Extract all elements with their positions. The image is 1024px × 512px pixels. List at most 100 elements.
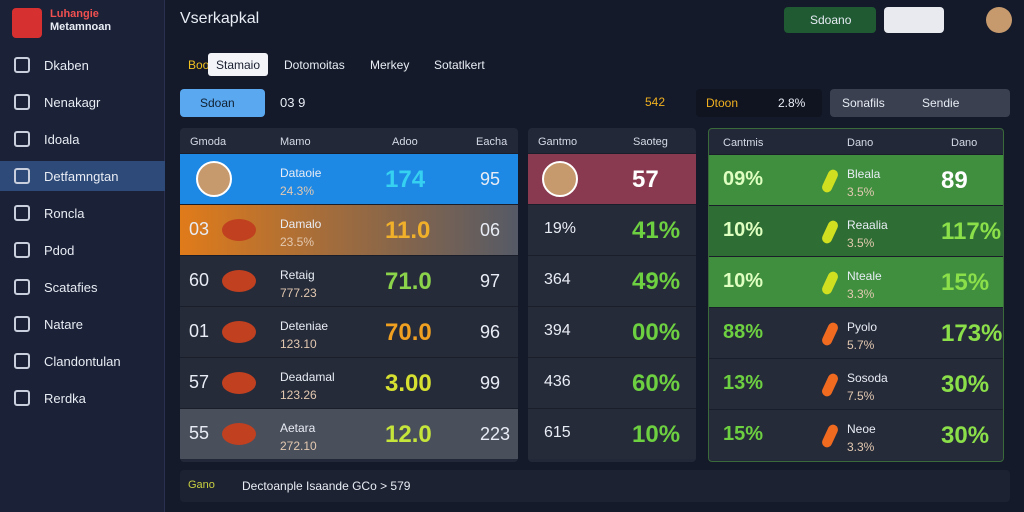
nav-item[interactable]: Dkaben	[0, 50, 165, 80]
value: 223	[480, 424, 511, 444]
nav-item[interactable]: Clandontulan	[0, 346, 165, 376]
tab[interactable]: Stamaio	[208, 53, 269, 76]
table-row[interactable]: 57	[528, 153, 696, 204]
nav-label: Scatafies	[44, 280, 98, 295]
nav-item[interactable]: Natare	[0, 309, 165, 339]
tab[interactable]: Sotatlkert	[434, 58, 485, 72]
table-row[interactable]: 364 49%	[528, 255, 696, 306]
tab[interactable]: Merkey	[370, 58, 410, 72]
nav-icon	[14, 168, 30, 184]
table-row[interactable]: 09% Bleala 3.5% 89	[709, 154, 1003, 205]
logo-line: Metamnoan	[50, 21, 112, 33]
rank: 57	[189, 372, 210, 392]
name: Deadamal	[280, 370, 335, 384]
nav-label: Idoala	[44, 132, 80, 147]
table-row[interactable]: 88% Pyolo 5.7% 173%	[709, 307, 1003, 358]
score: 71.0	[385, 268, 432, 295]
name: Damalo	[280, 217, 322, 231]
table-row[interactable]: 394 00%	[528, 306, 696, 357]
nav-icon	[14, 242, 30, 258]
column-header: Dano	[847, 137, 874, 149]
table-row[interactable]: 436 60%	[528, 357, 696, 408]
name: Dataoie	[280, 166, 322, 180]
score: 11.0	[385, 217, 431, 244]
sub-value: 24.3%	[280, 184, 315, 198]
nav-icon	[14, 205, 30, 221]
avatar[interactable]	[986, 7, 1012, 33]
column-header: Gmoda	[190, 136, 227, 148]
table-row[interactable]: 13% Sosoda 7.5% 30%	[709, 358, 1003, 409]
sidebar: Luhangie Metamnoan Dkaben Nenakagr Idoala D…	[0, 0, 165, 512]
column-header: Mamo	[280, 136, 311, 148]
percent: 88%	[723, 321, 764, 343]
nav-icon	[14, 94, 30, 110]
code: 542	[645, 95, 666, 109]
percent: 13%	[723, 372, 764, 394]
value: 15%	[941, 269, 990, 296]
nav-item[interactable]: Roncla	[0, 198, 165, 228]
score: 174	[385, 166, 426, 193]
table-row[interactable]: 10% Reaalia 3.5% 117%	[709, 205, 1003, 256]
nav-item[interactable]: Pdod	[0, 235, 165, 265]
odds-icon	[820, 219, 840, 245]
score: 70.0	[385, 319, 432, 346]
tab[interactable]: Boo	[188, 58, 210, 72]
team-badge	[222, 219, 256, 241]
profile-chip[interactable]	[884, 7, 944, 33]
nav-item[interactable]: Nenakagr	[0, 87, 165, 117]
toolbar-button[interactable]: Sdoan	[180, 89, 265, 117]
table-row[interactable]: 60 Retaig 777.23 71.0 97	[180, 255, 518, 306]
odds-icon	[820, 321, 840, 347]
nav-icon	[14, 390, 30, 406]
sub-value: 3.5%	[847, 236, 875, 250]
table-row[interactable]: Dataoie 24.3% 174 95	[180, 153, 518, 204]
table-row[interactable]: 01 Deteniae 123.10 70.0 96	[180, 306, 518, 357]
column-header: Saoteg	[633, 136, 668, 148]
sub-value: 272.10	[280, 439, 317, 453]
percent: 10%	[723, 270, 764, 292]
tab[interactable]: Dotomoitas	[284, 58, 345, 72]
sub-value: 3.5%	[847, 185, 875, 199]
nav-item[interactable]: Rerdka	[0, 383, 165, 413]
filter-label: Sonafils	[842, 96, 885, 110]
nav-label: Pdod	[44, 243, 75, 258]
nav-icon	[14, 279, 30, 295]
nav-item[interactable]: Idoala	[0, 124, 165, 154]
sub-value: 3.3%	[847, 440, 875, 454]
nav-item[interactable]: Detfamngtan	[0, 161, 165, 191]
name: Neoe	[847, 422, 876, 436]
percent: 41%	[632, 217, 681, 244]
nav-label: Nenakagr	[44, 95, 101, 110]
value: 117%	[941, 218, 1002, 245]
name: Reaalia	[847, 218, 888, 232]
table-row[interactable]: 15% Neoe 3.3% 30%	[709, 409, 1003, 460]
odds-icon	[820, 168, 840, 194]
percent: 60%	[632, 370, 681, 397]
table-row[interactable]: 19% 41%	[528, 204, 696, 255]
nav-icon	[14, 316, 30, 332]
odds-icon	[820, 372, 840, 398]
rank: 01	[189, 321, 210, 341]
value: 95	[480, 169, 501, 189]
logo-icon	[12, 8, 42, 38]
table-row[interactable]: 03 Damalo 23.5% 11.0 06	[180, 204, 518, 255]
nav-label: Clandontulan	[44, 354, 121, 369]
stats-panel: Gantmo Saoteg 57 19% 41% 364 49% 394 00% 436 60% 61…	[528, 128, 696, 462]
percent: 09%	[723, 168, 764, 190]
nav-item[interactable]: Scatafies	[0, 272, 165, 302]
footer-text: Dectoanple Isaande GCo > 579	[242, 479, 411, 493]
sub-value: 7.5%	[847, 389, 875, 403]
metric: 394	[544, 322, 571, 339]
team-badge	[222, 321, 256, 343]
table-row[interactable]: 10% Nteale 3.3% 15%	[709, 256, 1003, 307]
sub-value: 123.26	[280, 388, 317, 402]
table-row[interactable]: 615 10%	[528, 408, 696, 459]
value: 97	[480, 271, 501, 291]
sub-value: 23.5%	[280, 235, 315, 249]
table-row[interactable]: 55 Aetara 272.10 12.0 223	[180, 408, 518, 459]
filter-select[interactable]: Sonafils Sendie	[830, 89, 1010, 117]
value: 30%	[941, 371, 990, 398]
table-row[interactable]: 57 Deadamal 123.26 3.00 99	[180, 357, 518, 408]
team-badge	[222, 270, 256, 292]
header-button[interactable]: Sdoano	[784, 7, 876, 33]
